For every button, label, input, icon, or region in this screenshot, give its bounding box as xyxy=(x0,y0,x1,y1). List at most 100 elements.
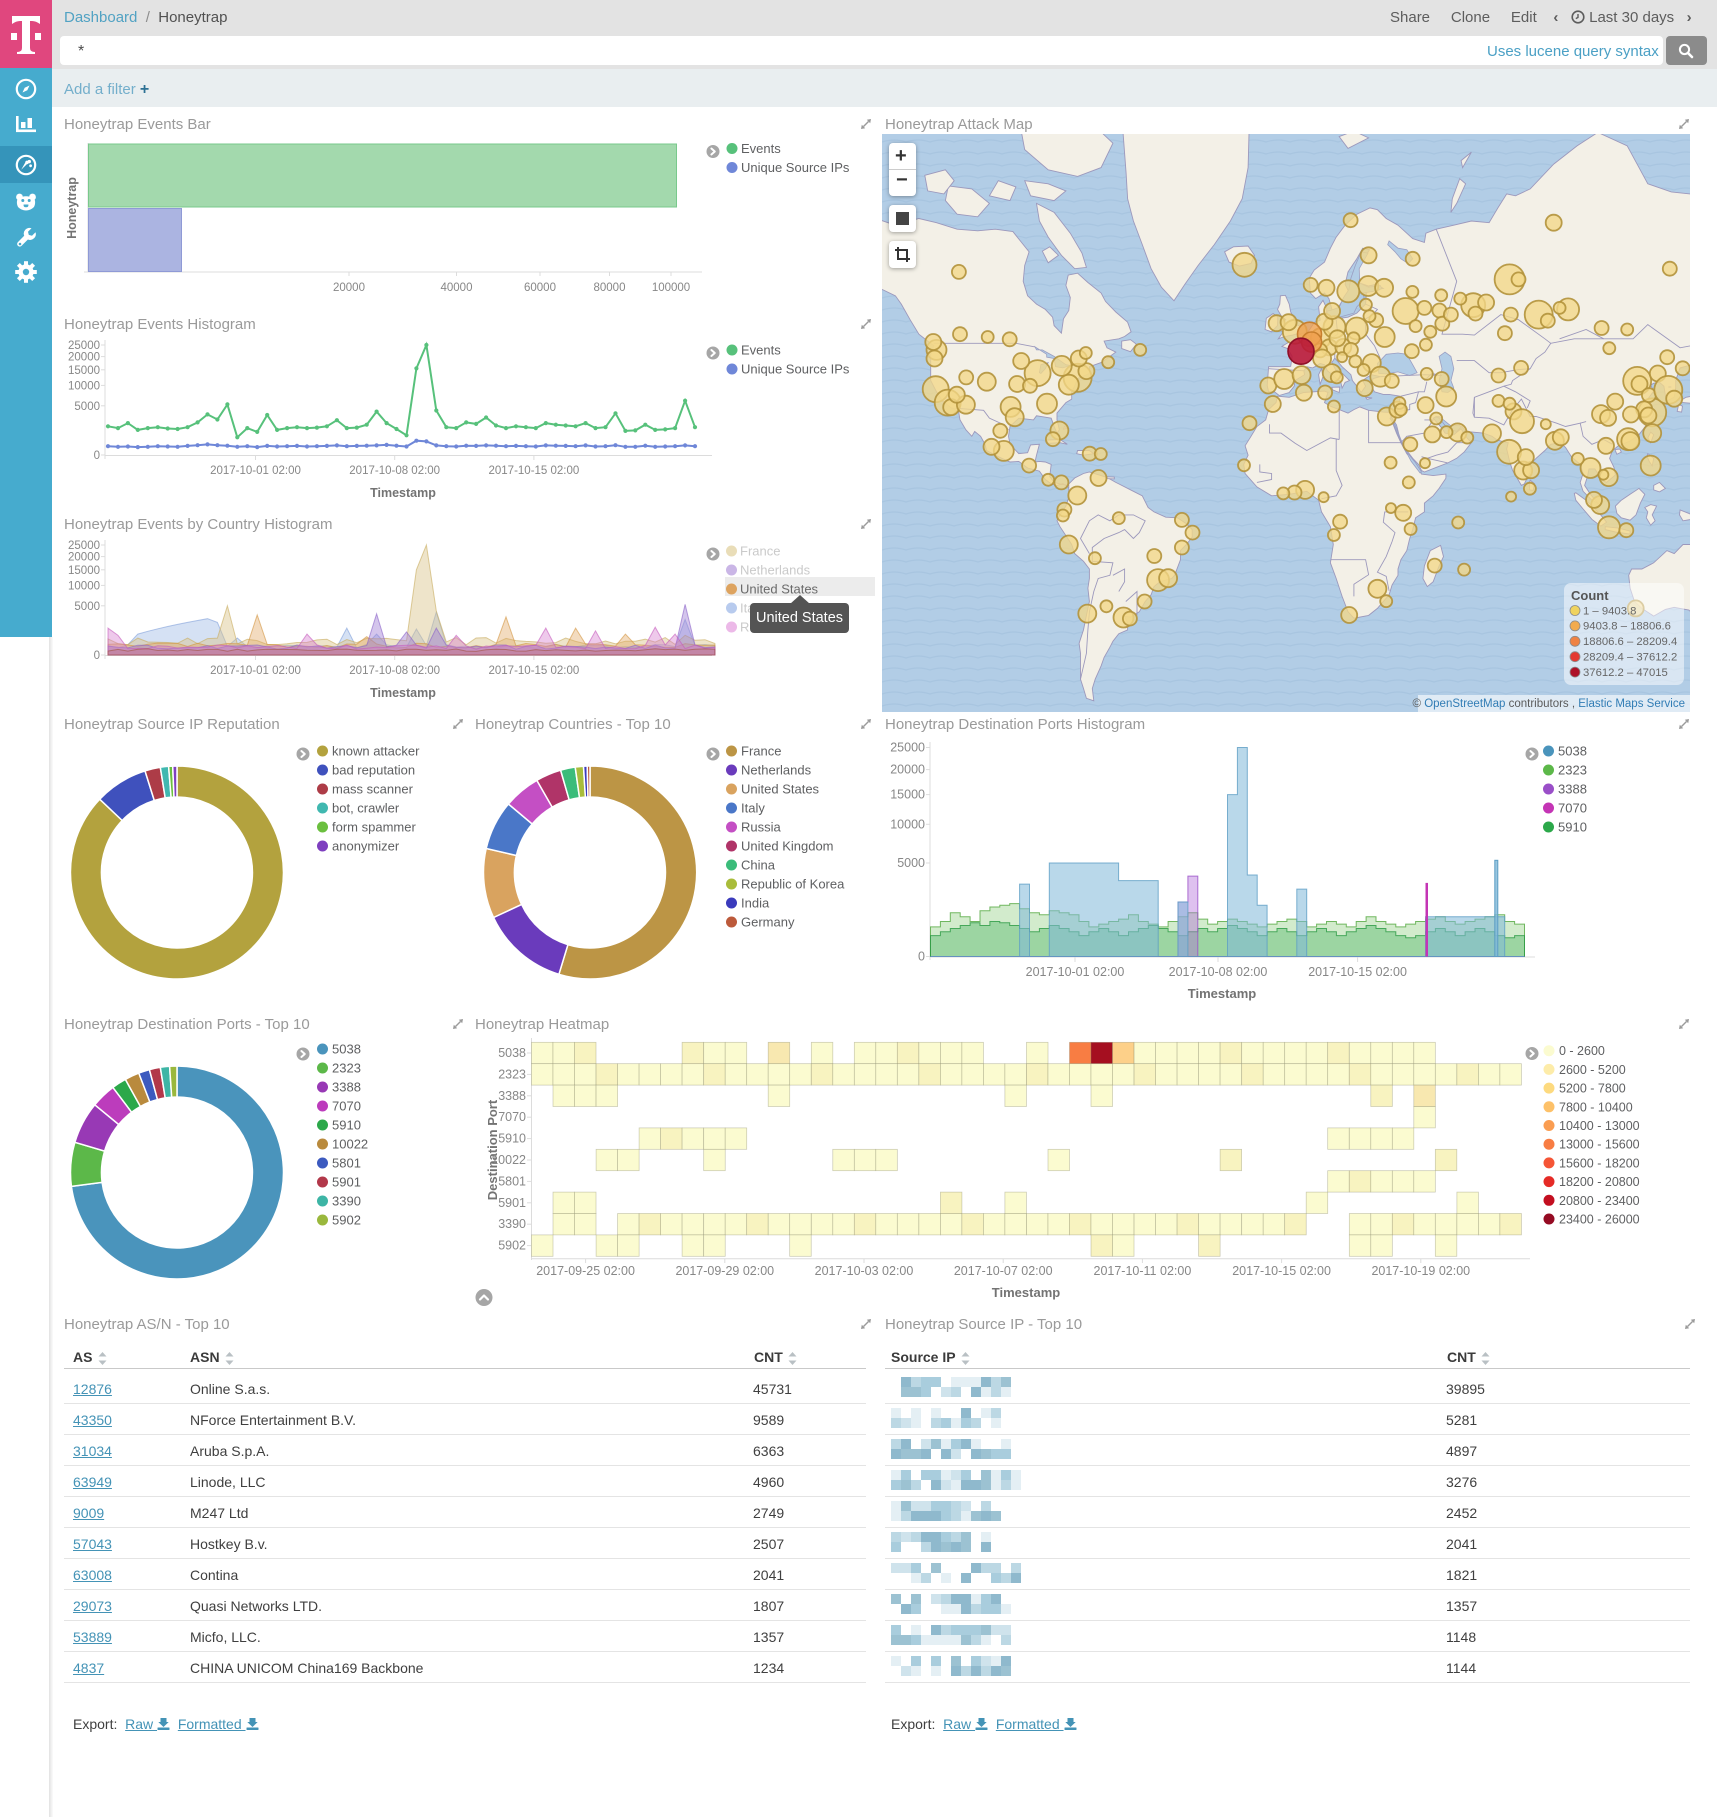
svg-text:5901: 5901 xyxy=(332,1175,361,1190)
svg-text:23400 - 26000: 23400 - 26000 xyxy=(1559,1213,1640,1227)
svg-text:Timestamp: Timestamp xyxy=(370,686,436,700)
svg-text:5801: 5801 xyxy=(332,1156,361,1171)
svg-text:10400 - 13000: 10400 - 13000 xyxy=(1559,1119,1640,1133)
svg-text:20000: 20000 xyxy=(333,282,365,294)
svg-text:20000: 20000 xyxy=(68,352,100,364)
svg-text:Netherlands: Netherlands xyxy=(741,763,812,778)
svg-text:2017-10-01 02:00: 2017-10-01 02:00 xyxy=(1026,965,1125,979)
svg-text:5910: 5910 xyxy=(498,1132,526,1146)
svg-text:5901: 5901 xyxy=(498,1196,526,1210)
svg-text:2017-10-15 02:00: 2017-10-15 02:00 xyxy=(1308,965,1407,979)
svg-text:10000: 10000 xyxy=(68,580,100,592)
svg-text:2017-10-08 02:00: 2017-10-08 02:00 xyxy=(1169,965,1268,979)
svg-text:United States: United States xyxy=(740,582,819,597)
svg-text:80000: 80000 xyxy=(594,282,626,294)
svg-text:United States: United States xyxy=(741,782,820,797)
svg-text:2323: 2323 xyxy=(498,1067,526,1081)
svg-text:20000: 20000 xyxy=(68,552,100,564)
svg-text:2323: 2323 xyxy=(1558,763,1587,778)
svg-text:2017-10-15 02:00: 2017-10-15 02:00 xyxy=(1232,1264,1331,1278)
svg-text:anonymizer: anonymizer xyxy=(332,839,400,854)
svg-text:1 – 9403.8: 1 – 9403.8 xyxy=(1583,605,1636,617)
svg-text:9403.8 – 18806.6: 9403.8 – 18806.6 xyxy=(1583,621,1671,633)
svg-text:Germany: Germany xyxy=(741,915,795,930)
svg-text:5902: 5902 xyxy=(332,1213,361,1228)
svg-text:2017-10-19 02:00: 2017-10-19 02:00 xyxy=(1371,1264,1470,1278)
svg-text:2017-10-01 02:00: 2017-10-01 02:00 xyxy=(210,465,301,477)
svg-text:Events: Events xyxy=(741,343,781,358)
svg-text:5200 - 7800: 5200 - 7800 xyxy=(1559,1082,1626,1096)
svg-text:7070: 7070 xyxy=(498,1110,526,1124)
svg-text:3390: 3390 xyxy=(332,1194,361,1209)
svg-text:2017-10-08 02:00: 2017-10-08 02:00 xyxy=(349,665,440,677)
svg-text:China: China xyxy=(741,858,776,873)
svg-text:Events: Events xyxy=(741,141,781,156)
svg-text:Honeytrap: Honeytrap xyxy=(65,177,79,239)
svg-text:2323: 2323 xyxy=(332,1061,361,1076)
svg-text:bot, crawler: bot, crawler xyxy=(332,801,400,816)
svg-text:Unique Source IPs: Unique Source IPs xyxy=(741,160,850,175)
svg-text:10000: 10000 xyxy=(68,380,100,392)
svg-text:10022: 10022 xyxy=(491,1153,526,1167)
svg-text:Unique Source IPs: Unique Source IPs xyxy=(741,362,850,377)
svg-text:3388: 3388 xyxy=(332,1080,361,1095)
svg-text:13000 - 15600: 13000 - 15600 xyxy=(1559,1138,1640,1152)
svg-text:3390: 3390 xyxy=(498,1217,526,1231)
svg-text:10000: 10000 xyxy=(890,817,925,831)
svg-text:© OpenStreetMap contributors ,: © OpenStreetMap contributors , Elastic M… xyxy=(1413,698,1685,710)
svg-text:5038: 5038 xyxy=(1558,744,1587,759)
svg-text:Destination Port: Destination Port xyxy=(485,1099,500,1200)
svg-text:5801: 5801 xyxy=(498,1174,526,1188)
svg-text:2017-10-01 02:00: 2017-10-01 02:00 xyxy=(210,665,301,677)
svg-text:Count: Count xyxy=(1571,588,1609,603)
svg-text:37612.2 – 47015: 37612.2 – 47015 xyxy=(1583,667,1668,679)
svg-text:2017-10-15 02:00: 2017-10-15 02:00 xyxy=(488,665,579,677)
svg-text:India: India xyxy=(741,896,770,911)
svg-text:15000: 15000 xyxy=(68,365,100,377)
svg-text:5038: 5038 xyxy=(498,1046,526,1060)
svg-text:2017-10-08 02:00: 2017-10-08 02:00 xyxy=(349,465,440,477)
svg-text:5000: 5000 xyxy=(897,856,925,870)
svg-text:25000: 25000 xyxy=(68,340,100,352)
svg-text:40000: 40000 xyxy=(441,282,473,294)
svg-text:5038: 5038 xyxy=(332,1042,361,1057)
svg-text:5000: 5000 xyxy=(74,401,100,413)
svg-text:2017-10-03 02:00: 2017-10-03 02:00 xyxy=(815,1264,914,1278)
svg-text:R: R xyxy=(740,620,749,635)
svg-text:15000: 15000 xyxy=(68,565,100,577)
svg-text:2017-10-11 02:00: 2017-10-11 02:00 xyxy=(1094,1264,1192,1278)
svg-text:20000: 20000 xyxy=(890,763,925,777)
svg-text:0: 0 xyxy=(94,650,100,662)
svg-text:3388: 3388 xyxy=(1558,782,1587,797)
svg-text:Netherlands: Netherlands xyxy=(740,563,811,578)
svg-text:France: France xyxy=(740,544,780,559)
svg-text:Italy: Italy xyxy=(741,801,765,816)
svg-text:7070: 7070 xyxy=(332,1099,361,1114)
svg-text:mass scanner: mass scanner xyxy=(332,782,414,797)
svg-text:bad reputation: bad reputation xyxy=(332,763,415,778)
svg-text:2017-10-07 02:00: 2017-10-07 02:00 xyxy=(954,1264,1053,1278)
svg-text:15000: 15000 xyxy=(890,788,925,802)
svg-text:form spammer: form spammer xyxy=(332,820,416,835)
svg-text:Timestamp: Timestamp xyxy=(370,486,436,500)
svg-text:5910: 5910 xyxy=(1558,820,1587,835)
svg-text:0: 0 xyxy=(94,450,100,462)
svg-text:25000: 25000 xyxy=(68,540,100,552)
svg-text:United Kingdom: United Kingdom xyxy=(741,839,834,854)
svg-text:Russia: Russia xyxy=(741,820,782,835)
svg-text:0: 0 xyxy=(918,950,925,964)
svg-text:Republic of Korea: Republic of Korea xyxy=(741,877,845,892)
svg-text:10022: 10022 xyxy=(332,1137,368,1152)
svg-text:5910: 5910 xyxy=(332,1118,361,1133)
svg-text:0 - 2600: 0 - 2600 xyxy=(1559,1044,1605,1058)
svg-text:28209.4 – 37612.2: 28209.4 – 37612.2 xyxy=(1583,652,1677,664)
svg-text:2017-09-29 02:00: 2017-09-29 02:00 xyxy=(675,1264,774,1278)
svg-text:Timestamp: Timestamp xyxy=(1188,986,1256,1001)
svg-text:2017-10-15 02:00: 2017-10-15 02:00 xyxy=(488,465,579,477)
svg-text:Timestamp: Timestamp xyxy=(992,1285,1060,1300)
svg-text:2017-09-25 02:00: 2017-09-25 02:00 xyxy=(536,1264,635,1278)
svg-text:7800 - 10400: 7800 - 10400 xyxy=(1559,1100,1633,1114)
svg-text:3388: 3388 xyxy=(498,1089,526,1103)
svg-text:18806.6 – 28209.4: 18806.6 – 28209.4 xyxy=(1583,636,1677,648)
svg-text:2600 - 5200: 2600 - 5200 xyxy=(1559,1063,1626,1077)
